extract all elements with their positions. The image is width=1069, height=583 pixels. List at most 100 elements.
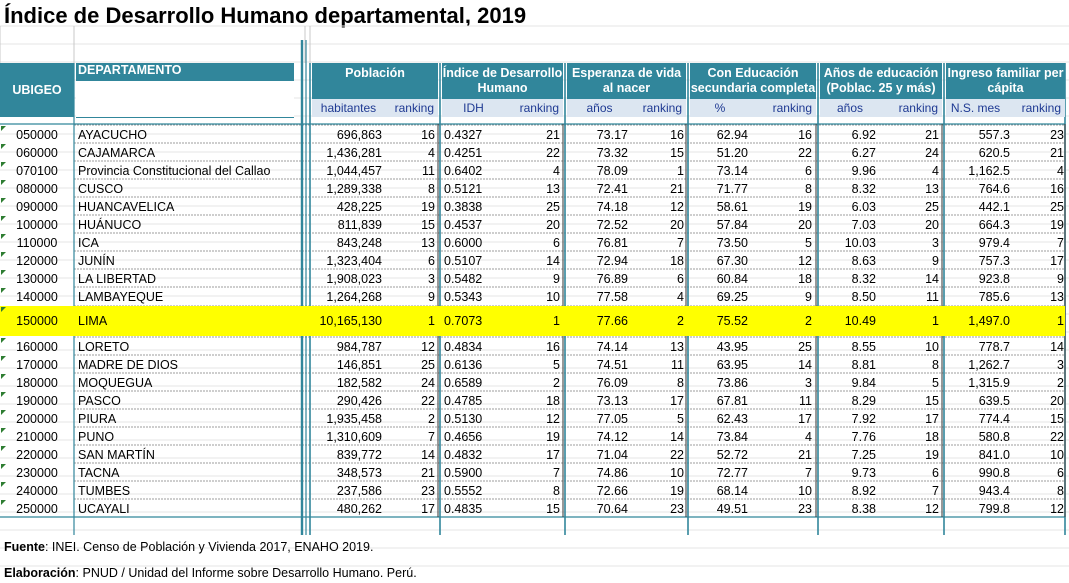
poblacion-rank-cell: 17 <box>421 502 435 516</box>
esperanza-rank-cell: 6 <box>677 272 684 286</box>
idh-rank-cell: 18 <box>546 394 560 408</box>
departamento-cell: MADRE DE DIOS <box>78 358 179 372</box>
highlight-row <box>0 306 1065 336</box>
unit-label: N.S. mes <box>950 101 1001 115</box>
footer-source-text: : INEI. Censo de Población y Vivienda 20… <box>44 540 374 554</box>
idh-cell: 0.5900 <box>444 466 483 480</box>
poblacion-cell: 10,165,130 <box>319 314 382 328</box>
idh-rank-cell: 17 <box>546 448 560 462</box>
educacion-rank-cell: 19 <box>798 200 812 214</box>
educacion-rank-cell: 2 <box>805 314 812 328</box>
ubigeo-cell: 100000 <box>16 218 58 232</box>
ingreso-rank-cell: 10 <box>1050 448 1064 462</box>
anos-rank-cell: 3 <box>932 236 939 250</box>
ubigeo-cell: 110000 <box>16 236 58 250</box>
educacion-rank-cell: 25 <box>798 340 812 354</box>
ingreso-cell: 799.8 <box>978 502 1010 516</box>
ingreso-cell: 442.1 <box>978 200 1010 214</box>
departamento-cell: TACNA <box>78 466 120 480</box>
idh-cell: 0.4537 <box>444 218 483 232</box>
ingreso-rank-cell: 25 <box>1050 200 1064 214</box>
error-indicator-icon <box>1 464 6 469</box>
ingreso-cell: 923.8 <box>978 272 1010 286</box>
idh-cell: 0.7073 <box>444 314 483 328</box>
ubigeo-cell: 210000 <box>16 430 58 444</box>
ingreso-rank-cell: 2 <box>1057 376 1064 390</box>
esperanza-cell: 73.17 <box>596 128 628 142</box>
ingreso-rank-cell: 7 <box>1057 236 1064 250</box>
departamento-cell: SAN MARTÍN <box>78 448 155 462</box>
poblacion-rank-cell: 24 <box>421 376 435 390</box>
ingreso-rank-cell: 6 <box>1057 466 1064 480</box>
ingreso-cell: 943.4 <box>978 484 1010 498</box>
anos-rank-cell: 19 <box>925 448 939 462</box>
footer-credit-label: Elaboración <box>4 566 76 580</box>
ranking-label: ranking <box>1021 101 1061 115</box>
poblacion-rank-cell: 13 <box>421 236 435 250</box>
idh-cell: 0.6136 <box>444 358 483 372</box>
ingreso-rank-cell: 3 <box>1057 358 1064 372</box>
unit-label: % <box>714 101 726 115</box>
ubigeo-header: UBIGEO <box>0 63 74 117</box>
esperanza-cell: 74.86 <box>596 466 628 480</box>
poblacion-cell: 428,225 <box>336 200 382 214</box>
educacion-rank-cell: 21 <box>798 448 812 462</box>
educacion-cell: 71.77 <box>716 182 748 196</box>
footer-credit: Elaboración: PNUD / Unidad del Informe s… <box>4 566 417 580</box>
poblacion-cell: 984,787 <box>336 340 382 354</box>
unit-label: años <box>836 101 864 115</box>
ingreso-rank-cell: 1 <box>1057 314 1064 328</box>
ingreso-rank-cell: 17 <box>1050 254 1064 268</box>
esperanza-cell: 74.18 <box>596 200 628 214</box>
poblacion-rank-cell: 14 <box>421 448 435 462</box>
esperanza-rank-cell: 19 <box>670 484 684 498</box>
esperanza-rank-cell: 15 <box>670 146 684 160</box>
idh-rank-cell: 22 <box>546 146 560 160</box>
educacion-cell: 67.81 <box>716 394 748 408</box>
departamento-cell: LAMBAYEQUE <box>78 290 164 304</box>
esperanza-cell: 71.04 <box>596 448 628 462</box>
educacion-cell: 72.77 <box>716 466 748 480</box>
esperanza-cell: 76.81 <box>596 236 628 250</box>
poblacion-rank-cell: 8 <box>428 182 435 196</box>
ingreso-cell: 620.5 <box>978 146 1010 160</box>
table-row: 070100 Provincia Constitucional del Calla… <box>0 161 1065 179</box>
idh-rank-cell: 16 <box>546 340 560 354</box>
ingreso-rank-cell: 22 <box>1050 430 1064 444</box>
ingreso-rank-cell: 8 <box>1057 484 1064 498</box>
anos-cell: 8.55 <box>851 340 876 354</box>
ubigeo-cell: 240000 <box>16 484 58 498</box>
footer-credit-text: : PNUD / Unidad del Informe sobre Desarr… <box>75 566 417 580</box>
ingreso-cell: 764.6 <box>978 182 1010 196</box>
educacion-header: Con Educación secundaria completa <box>690 63 816 99</box>
esperanza-cell: 72.41 <box>596 182 628 196</box>
anos-rank-cell: 1 <box>932 314 939 328</box>
table-row: 050000 AYACUCHO 696,863 16 0.4327 21 73.17 16 62… <box>0 125 1065 143</box>
idh-rank-cell: 4 <box>553 164 560 178</box>
educacion-cell: 62.94 <box>716 128 748 142</box>
esperanza-rank-cell: 12 <box>670 200 684 214</box>
subheader-band <box>312 99 438 117</box>
error-indicator-icon <box>1 270 6 275</box>
departamento-cell: MOQUEGUA <box>78 376 153 390</box>
error-indicator-icon <box>1 392 6 397</box>
educacion-cell: 63.95 <box>716 358 748 372</box>
departamento-cell: LORETO <box>78 340 130 354</box>
anos-rank-cell: 13 <box>925 182 939 196</box>
ingreso-cell: 778.7 <box>978 340 1010 354</box>
idh-cell: 0.5343 <box>444 290 483 304</box>
table-row: 210000 PUNO 1,310,609 7 0.4656 19 74.12 14 73.84… <box>0 427 1065 445</box>
esperanza-header: Esperanza de vida al nacer <box>567 63 686 99</box>
ingreso-rank-cell: 23 <box>1050 128 1064 142</box>
anos-rank-cell: 9 <box>932 254 939 268</box>
idh-cell: 0.4832 <box>444 448 483 462</box>
anos-rank-cell: 8 <box>932 358 939 372</box>
anos-rank-cell: 14 <box>925 272 939 286</box>
table-row: 240000 TUMBES 237,586 23 0.5552 8 72.66 19 68.14… <box>0 481 1065 499</box>
table-row: 060000 CAJAMARCA 1,436,281 4 0.4251 22 73.32 15… <box>0 143 1065 161</box>
educacion-rank-cell: 12 <box>798 254 812 268</box>
ingreso-cell: 1,497.0 <box>968 314 1010 328</box>
subheader-band <box>820 99 942 117</box>
ubigeo-cell: 050000 <box>16 128 58 142</box>
anos-rank-cell: 18 <box>925 430 939 444</box>
